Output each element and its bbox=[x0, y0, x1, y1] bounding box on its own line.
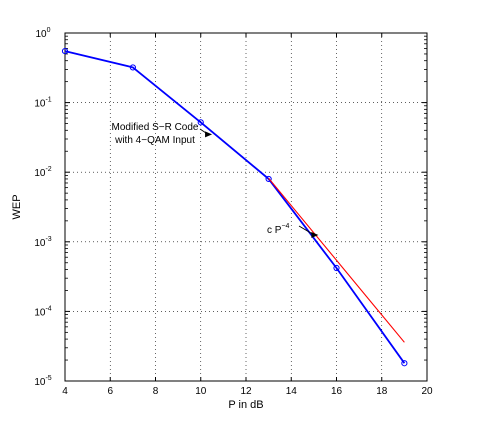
series-line-1 bbox=[268, 177, 405, 343]
x-tick-label: 6 bbox=[107, 386, 113, 397]
annotation-modified-sr-line2: with 4−QAM Input bbox=[114, 135, 195, 146]
y-tick-label: 100 bbox=[35, 27, 50, 40]
x-tick-label: 18 bbox=[376, 386, 388, 397]
x-tick-label: 20 bbox=[421, 386, 433, 397]
x-tick-label: 4 bbox=[62, 386, 68, 397]
axis-ticks: 4 6 8 10 12 14 16 18 20 100 10-1 10-2 10-3 10-4 10-5 bbox=[34, 27, 433, 397]
x-tick-label: 10 bbox=[195, 386, 207, 397]
annotation-cp4: c P−4 bbox=[267, 223, 290, 236]
x-tick-label: 14 bbox=[286, 386, 298, 397]
y-axis-title: WEP bbox=[11, 194, 23, 219]
x-tick-label: 12 bbox=[240, 386, 252, 397]
x-axis-title: P in dB bbox=[228, 399, 263, 411]
annotations: Modified S−R Code with 4−QAM Input c P−4 bbox=[112, 122, 319, 239]
series-point bbox=[61, 47, 69, 55]
annotation-modified-sr-line1: Modified S−R Code bbox=[112, 122, 199, 133]
annotation-arrowhead bbox=[205, 131, 213, 138]
series-point bbox=[129, 64, 136, 71]
y-tick-label: 10-3 bbox=[34, 236, 51, 249]
series-point bbox=[401, 360, 408, 367]
x-tick-label: 8 bbox=[153, 386, 159, 397]
y-tick-label: 10-4 bbox=[34, 305, 51, 318]
series-group bbox=[61, 47, 408, 367]
y-tick-label: 10-1 bbox=[34, 97, 51, 110]
series-line-0 bbox=[64, 50, 406, 364]
annotation-arrowhead-2 bbox=[311, 232, 319, 239]
y-tick-label: 10-2 bbox=[34, 166, 51, 179]
series-point bbox=[265, 175, 272, 183]
grid bbox=[64, 33, 428, 381]
y-tick-label: 10-5 bbox=[34, 375, 51, 388]
series-point bbox=[333, 264, 340, 272]
series-point bbox=[197, 119, 204, 126]
x-tick-label: 16 bbox=[331, 386, 343, 397]
